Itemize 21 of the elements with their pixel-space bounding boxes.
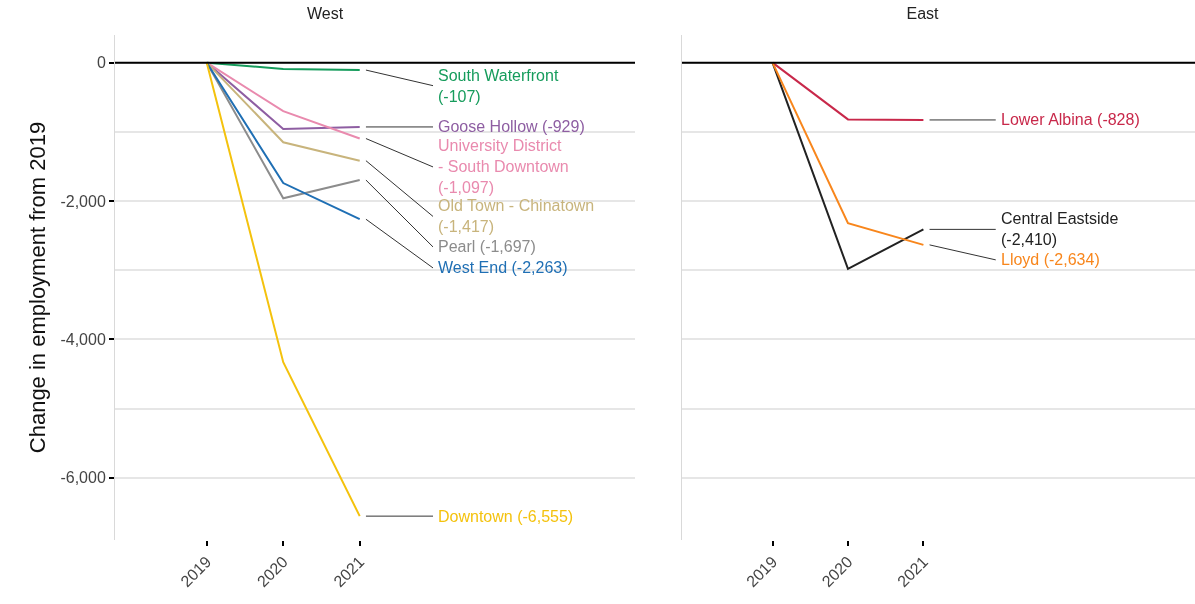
- y-axis-title: Change in employment from 2019: [25, 121, 51, 454]
- text: Old Town - Chinatown: [438, 197, 595, 214]
- text: University District - South Downtown: [438, 137, 569, 175]
- data-label: (-1,417): [438, 217, 495, 235]
- y-tick-label: -4,000: [60, 330, 106, 348]
- text: West End (-2,263): [438, 259, 568, 276]
- text: Central Eastside: [1001, 210, 1119, 227]
- data-label: (-2,410): [1001, 230, 1058, 248]
- chart-title: East: [906, 5, 940, 23]
- y-tick-label: 0: [96, 54, 106, 72]
- chart-title: West: [306, 5, 344, 23]
- text: Downtown (-6,555): [438, 508, 574, 525]
- y-tick-label: -6,000: [60, 469, 106, 487]
- text: Lloyd (-2,634): [1001, 251, 1100, 268]
- y-tick-label: -2,000: [60, 192, 106, 210]
- text: Pearl (-1,697): [438, 238, 536, 255]
- text: Goose Hollow (-929): [438, 118, 585, 135]
- data-label: (-1,097): [438, 178, 495, 196]
- data-label: (-107): [438, 87, 481, 105]
- text: South Waterfront: [438, 67, 559, 84]
- text: Lower Albina (-828): [1001, 111, 1140, 128]
